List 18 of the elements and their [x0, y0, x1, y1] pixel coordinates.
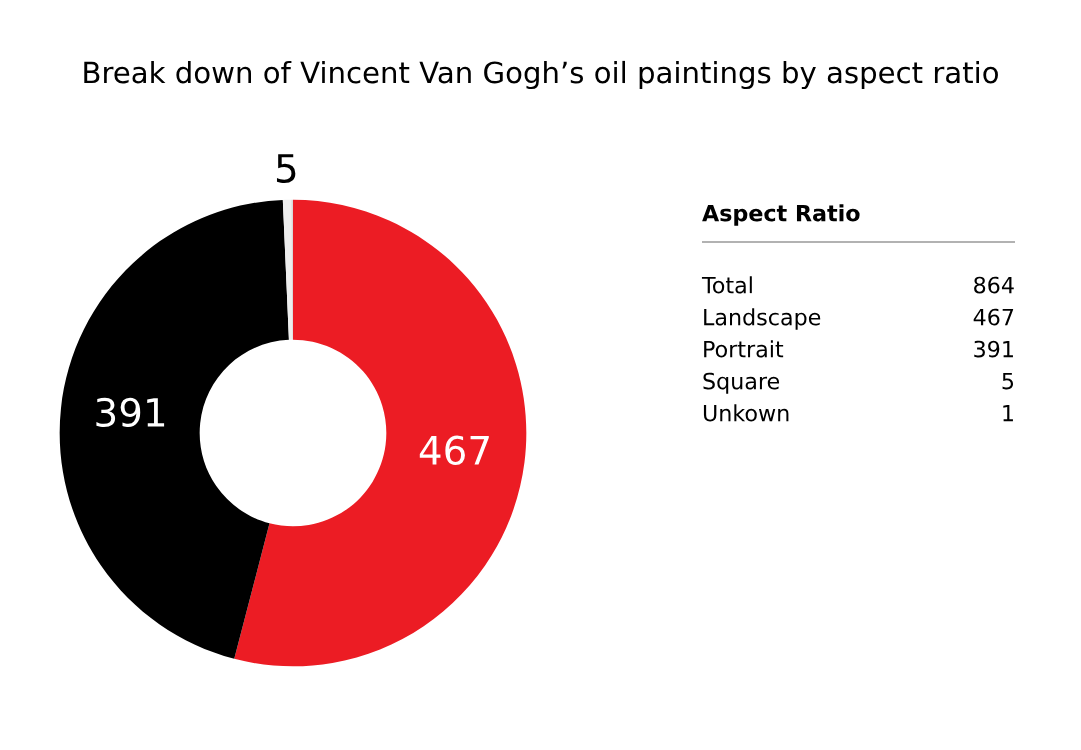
data-label: 5 [276, 154, 296, 184]
data-label: 391 [974, 340, 1013, 358]
data-label: 1 [1003, 404, 1013, 422]
donut-slice [59, 199, 289, 659]
data-label: 5 [1002, 372, 1014, 390]
category-label: Portrait [704, 340, 784, 358]
data-label: 467 [419, 435, 489, 466]
data-label: 467 [973, 308, 1014, 326]
data-label: 864 [974, 276, 1014, 294]
category-label: Total [701, 276, 752, 294]
category-label: Landscape [704, 308, 821, 330]
category-label: Square [703, 372, 780, 394]
chart-title: Break down of Vincent Van Gogh’s oil paintings by aspect ratio [84, 60, 998, 90]
data-label: 391 [96, 397, 165, 428]
text: Aspect Ratio [702, 204, 860, 226]
donut-slice [234, 199, 527, 667]
category-label: Unkown [703, 404, 789, 422]
donut-slice [282, 199, 293, 340]
